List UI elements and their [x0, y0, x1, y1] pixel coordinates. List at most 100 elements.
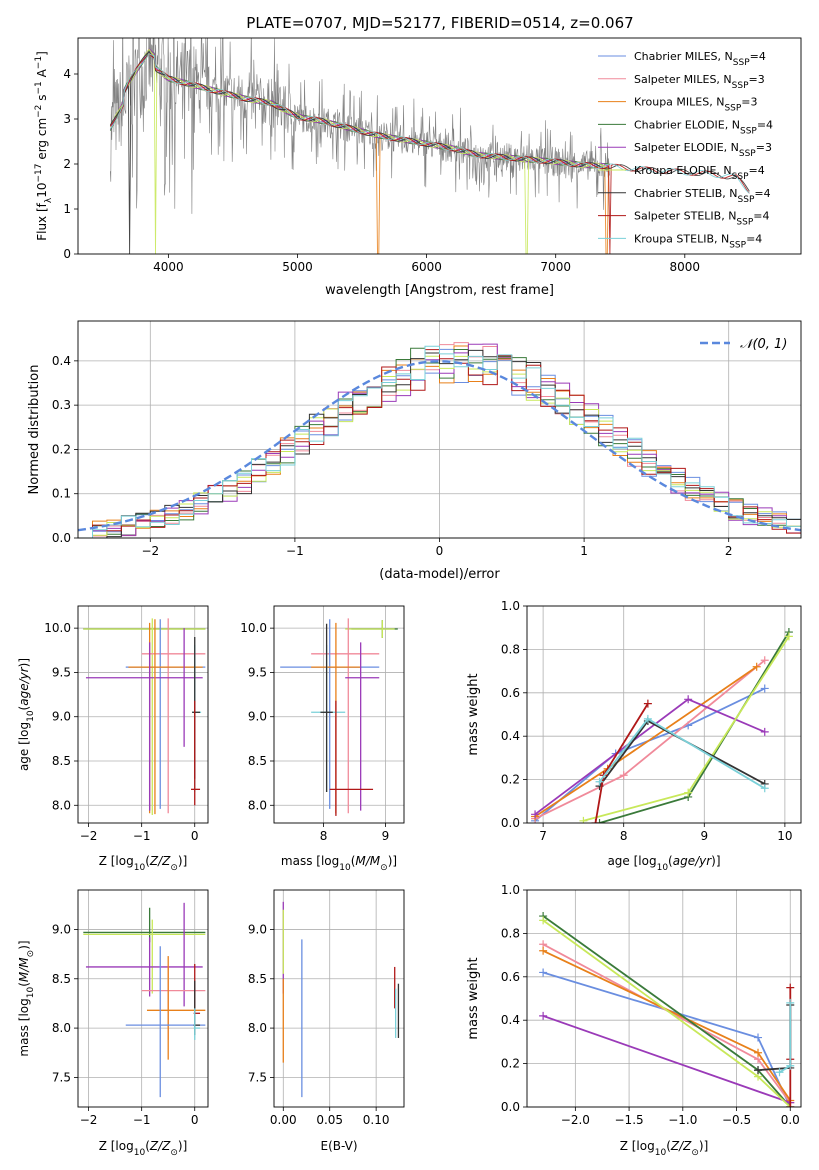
- x-tick-label: 7000: [540, 260, 571, 274]
- y-tick-label: 8.5: [52, 754, 71, 768]
- data-spectrum: [110, 38, 610, 214]
- x-tick-label: 1: [580, 544, 588, 558]
- x-tick-label: 0: [191, 1113, 199, 1127]
- errorbar-salpeter_stelib: [329, 700, 374, 816]
- x-tick-label: 8: [320, 829, 328, 843]
- panel-weight_vs_Z: −2.0 −1.5 −1.0 −0.5 0.0 0.0 0.2 0.4 0.6 0.8 1.0 mas…: [466, 883, 802, 1158]
- panel-weight_vs_age: 7 8 9 10 0.0 0.2 0.4 0.6 0.8 1.0 mass weight age [l…: [466, 599, 802, 873]
- panel-mass_vs_ebv: 0.00 0.05 0.10 7.5 8.0 8.5 9.0 E(B-V): [248, 889, 405, 1153]
- axes-frame: [273, 889, 405, 1108]
- marker: [760, 727, 769, 736]
- marker: [786, 998, 795, 1007]
- errorbar-chabrier_miles: [280, 619, 380, 809]
- model-kroupa_elodie: [109, 48, 611, 254]
- legend-label: Kroupa STELIB, NSSP=4: [634, 232, 762, 250]
- y-tick-label: 9.0: [248, 710, 267, 724]
- plot-area: [83, 902, 206, 1098]
- plot-area: [282, 901, 400, 1098]
- y-tick-label: 0.6: [501, 686, 520, 700]
- plot-area: [78, 342, 801, 538]
- plot-area: [83, 618, 206, 816]
- x-tick-label: 0: [436, 544, 444, 558]
- marker: [760, 684, 769, 693]
- errorbar-salpeter_elodie: [85, 937, 203, 997]
- errorbar-chabrier_miles: [125, 619, 206, 809]
- x-axis-label: Z [log10(Z/Z⊙)]: [99, 854, 188, 873]
- errorbar-chabrier_stelib: [320, 623, 333, 792]
- errorbar-kroupa_stelib: [193, 1008, 201, 1040]
- x-tick-label: 2: [725, 544, 733, 558]
- axes-frame: [526, 605, 802, 824]
- panel-age_vs_Z: −2 −1 0 8.0 8.5 9.0 9.5 10.0 Z [log10(Z/Z⊙)] age …: [17, 605, 209, 873]
- errorbar-salpeter_miles: [141, 618, 206, 814]
- y-tick-label: 7.5: [248, 1070, 267, 1084]
- marker: [684, 695, 693, 704]
- marker: [784, 632, 793, 641]
- y-tick-label: 9.0: [248, 922, 267, 936]
- y-tick-label: 9.0: [52, 922, 71, 936]
- y-tick-label: 0.4: [501, 1013, 520, 1027]
- x-axis-label: mass [log10(M/M⊙)]: [281, 854, 397, 873]
- marker: [754, 1033, 763, 1042]
- x-tick-label: 0.05: [316, 1113, 343, 1127]
- y-tick-label: 8.0: [248, 1021, 267, 1035]
- errorbar-salpeter_miles: [141, 965, 206, 1040]
- legend-label: Salpeter STELIB, NSSP=4: [634, 210, 770, 228]
- y-axis-label: mass weight: [466, 957, 481, 1039]
- y-axis-label: Normed distribution: [27, 365, 42, 495]
- x-axis-label: E(B-V): [320, 1139, 357, 1153]
- series-kroupa_miles: [534, 666, 758, 818]
- plot-area: [109, 38, 750, 254]
- y-tick-label: 0: [63, 247, 71, 261]
- y-axis-label: Flux [fλ10−17 erg cm−2 s−1 A−1]: [34, 51, 54, 241]
- panel-spectrum: 4000 5000 6000 7000 8000 0 1 2 3 4 Chabrier MILES,…: [34, 37, 802, 298]
- marker: [579, 816, 588, 823]
- legend: Chabrier MILES, NSSP=4 Salpeter MILES, NS…: [598, 50, 773, 250]
- marker: [531, 810, 540, 819]
- legend-label: Salpeter MILES, NSSP=3: [634, 73, 765, 91]
- y-tick-label: 1.0: [501, 599, 520, 613]
- panel-residuals: −2 −1 0 1 2 0.0 0.1 0.2 0.3 0.4 𝒩(0, 1) (data-model…: [27, 320, 802, 582]
- y-tick-label: 0.1: [52, 487, 71, 501]
- model-kroupa_stelib: [109, 53, 750, 194]
- axes-frame: [526, 889, 802, 1108]
- errorbar-chabrier_stelib: [192, 637, 201, 779]
- errorbar-kroupa_elodie: [83, 919, 206, 994]
- panel-age_vs_mass: 8 9 8.0 8.5 9.0 9.5 10.0 mass [log10(M/M⊙)]: [240, 605, 405, 873]
- y-tick-label: 1: [63, 202, 71, 216]
- y-tick-label: 10.0: [44, 621, 71, 635]
- y-tick-label: 8.5: [248, 972, 267, 986]
- legend-label: Chabrier MILES, NSSP=4: [634, 50, 766, 68]
- normal-curve: [78, 360, 801, 532]
- hist-kroupa_stelib: [78, 345, 801, 538]
- x-tick-label: 8: [620, 829, 628, 843]
- y-tick-label: 8.0: [52, 1021, 71, 1035]
- marker: [595, 777, 604, 786]
- errorbar-kroupa_miles: [146, 956, 206, 1060]
- errorbar-kroupa_elodie: [83, 618, 206, 816]
- y-tick-label: 8.5: [52, 972, 71, 986]
- series-chabrier_elodie: [599, 631, 790, 823]
- marker: [760, 656, 769, 665]
- axes-frame: [77, 605, 209, 824]
- errorbar-kroupa_elodie: [345, 620, 395, 638]
- x-tick-label: 8000: [670, 260, 701, 274]
- series-kroupa_miles: [542, 949, 792, 1102]
- marker: [539, 1011, 548, 1020]
- y-tick-label: 0.2: [501, 1057, 520, 1071]
- x-axis-label: Z [log10(Z/Z⊙)]: [99, 1139, 188, 1158]
- x-tick-label: −2: [141, 544, 159, 558]
- x-tick-label: −1: [286, 544, 304, 558]
- y-tick-label: 7.5: [52, 1070, 71, 1084]
- marker: [752, 662, 761, 671]
- marker: [591, 819, 600, 823]
- errorbar-salpeter_miles: [311, 618, 380, 814]
- legend-label: Kroupa MILES, NSSP=3: [634, 96, 758, 114]
- y-tick-label: 2: [63, 157, 71, 171]
- errorbar-salpeter_elodie: [345, 642, 380, 811]
- series-chabrier_elodie: [542, 915, 791, 1107]
- y-tick-label: 0.0: [501, 816, 520, 830]
- x-tick-label: −1.0: [668, 1113, 697, 1127]
